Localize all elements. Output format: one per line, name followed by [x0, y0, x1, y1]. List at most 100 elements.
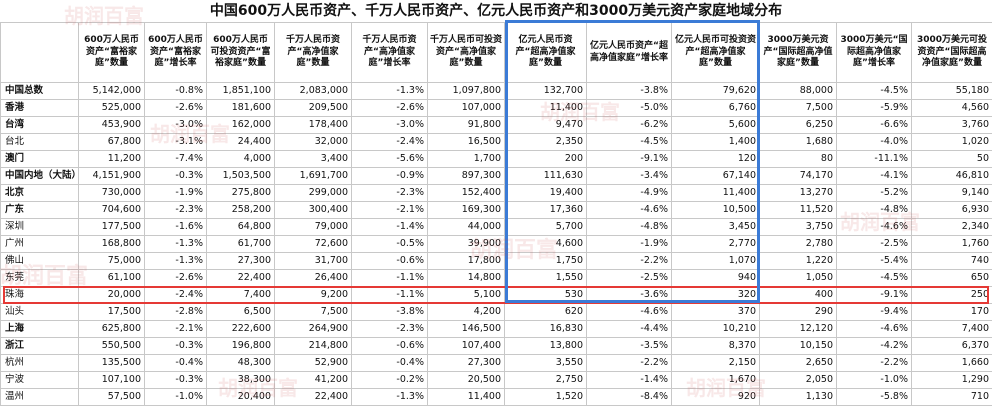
value-cell: 3,450 [672, 219, 760, 236]
column-header: 3000万美元“国际超高净值家庭”增长率 [837, 23, 912, 83]
value-cell: 107,400 [428, 338, 505, 355]
value-cell: 730,000 [79, 185, 145, 202]
value-cell: 1,520 [505, 389, 587, 406]
column-header: 亿元人民币可投资资产“超高净值家庭”数量 [672, 23, 760, 83]
value-cell: 1,760 [912, 236, 992, 253]
value-cell: 135,500 [79, 355, 145, 372]
value-cell: 50 [912, 151, 992, 168]
value-cell: -2.5% [587, 270, 672, 287]
region-cell: 澳门 [1, 151, 79, 168]
region-cell: 深圳 [1, 219, 79, 236]
value-cell: 22,400 [275, 389, 352, 406]
value-cell: -9.1% [587, 151, 672, 168]
page-title: 中国600万人民币资产、千万人民币资产、亿元人民币资产和3000万美元资产家庭地… [0, 0, 992, 22]
header-region [1, 23, 79, 83]
value-cell: 300,400 [275, 202, 352, 219]
region-cell: 台湾 [1, 117, 79, 134]
value-cell: -1.0% [837, 372, 912, 389]
value-cell: -0.3% [145, 372, 207, 389]
value-cell: -5.8% [837, 389, 912, 406]
value-cell: 6,370 [912, 338, 992, 355]
value-cell: 1,503,500 [207, 168, 275, 185]
value-cell: 4,200 [428, 304, 505, 321]
value-cell: -2.2% [587, 355, 672, 372]
column-header: 3000万美元资产“国际超高净值家庭”数量 [760, 23, 837, 83]
value-cell: 704,600 [79, 202, 145, 219]
value-cell: 550,500 [79, 338, 145, 355]
value-cell: -5.0% [587, 100, 672, 117]
value-cell: -1.1% [352, 287, 428, 304]
value-cell: 67,800 [79, 134, 145, 151]
value-cell: 75,000 [79, 253, 145, 270]
value-cell: 6,500 [207, 304, 275, 321]
value-cell: -5.6% [352, 151, 428, 168]
region-cell: 珠海 [1, 287, 79, 304]
value-cell: 11,400 [505, 100, 587, 117]
value-cell: 11,400 [428, 389, 505, 406]
value-cell: 16,500 [428, 134, 505, 151]
value-cell: 1,130 [760, 389, 837, 406]
value-cell: -0.4% [352, 355, 428, 372]
value-cell: 17,360 [505, 202, 587, 219]
value-cell: 2,050 [760, 372, 837, 389]
value-cell: 214,800 [275, 338, 352, 355]
value-cell: -0.9% [352, 168, 428, 185]
value-cell: -2.4% [145, 287, 207, 304]
value-cell: -1.3% [145, 236, 207, 253]
column-header: 3000万美元可投资资产“国际超高净值家庭”数量 [912, 23, 992, 83]
value-cell: 41,200 [275, 372, 352, 389]
value-cell: 10,500 [672, 202, 760, 219]
value-cell: 710 [912, 389, 992, 406]
value-cell: 20,400 [207, 389, 275, 406]
value-cell: 275,800 [207, 185, 275, 202]
value-cell: 222,600 [207, 321, 275, 338]
value-cell: 9,470 [505, 117, 587, 134]
value-cell: 11,400 [672, 185, 760, 202]
value-cell: 370 [672, 304, 760, 321]
column-header: 亿元人民币资产“超高净值家庭”数量 [505, 23, 587, 83]
value-cell: 13,270 [760, 185, 837, 202]
value-cell: 2,770 [672, 236, 760, 253]
value-cell: 55,180 [912, 83, 992, 100]
value-cell: 79,620 [672, 83, 760, 100]
value-cell: 290 [760, 304, 837, 321]
value-cell: -3.4% [587, 168, 672, 185]
value-cell: -3.0% [352, 117, 428, 134]
value-cell: -1.3% [352, 83, 428, 100]
value-cell: -4.8% [837, 202, 912, 219]
value-cell: 72,600 [275, 236, 352, 253]
value-cell: 111,630 [505, 168, 587, 185]
value-cell: 209,500 [275, 100, 352, 117]
region-cell: 温州 [1, 389, 79, 406]
value-cell: 91,800 [428, 117, 505, 134]
value-cell: 39,900 [428, 236, 505, 253]
region-cell: 东莞 [1, 270, 79, 287]
value-cell: 24,400 [207, 134, 275, 151]
value-cell: -4.6% [587, 304, 672, 321]
value-cell: -1.3% [145, 253, 207, 270]
value-cell: -1.0% [145, 389, 207, 406]
region-cell: 北京 [1, 185, 79, 202]
value-cell: 264,900 [275, 321, 352, 338]
value-cell: 162,000 [207, 117, 275, 134]
value-cell: 620 [505, 304, 587, 321]
value-cell: 169,300 [428, 202, 505, 219]
value-cell: -2.5% [837, 236, 912, 253]
value-cell: 2,750 [505, 372, 587, 389]
region-cell: 广州 [1, 236, 79, 253]
value-cell: -4.5% [587, 134, 672, 151]
value-cell: 19,400 [505, 185, 587, 202]
value-cell: 27,300 [207, 253, 275, 270]
value-cell: -2.6% [145, 100, 207, 117]
value-cell: 132,700 [505, 83, 587, 100]
value-cell: 9,200 [275, 287, 352, 304]
value-cell: -3.8% [587, 83, 672, 100]
